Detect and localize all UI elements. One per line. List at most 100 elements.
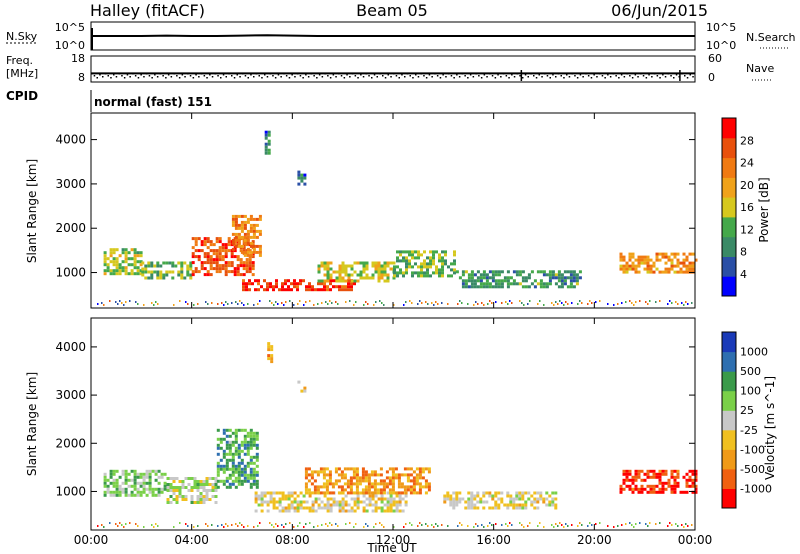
echo-cell xyxy=(103,257,107,261)
echo-cell xyxy=(103,269,107,273)
echo-cell xyxy=(142,487,146,491)
noise-cell xyxy=(563,526,565,528)
echo-cell xyxy=(326,264,330,268)
echo-cell xyxy=(352,473,356,477)
noise-cell xyxy=(481,302,483,304)
echo-cell xyxy=(640,490,644,494)
echo-cell xyxy=(691,264,695,268)
echo-cell xyxy=(115,248,119,252)
echo-cell xyxy=(694,475,698,479)
echo-cell xyxy=(151,490,155,494)
echo-cell xyxy=(380,500,384,504)
echo-cell xyxy=(411,256,414,260)
noise-cell xyxy=(505,301,507,303)
echo-cell xyxy=(347,264,351,268)
echo-cell xyxy=(237,464,241,468)
echo-cell xyxy=(338,506,342,510)
echo-cell xyxy=(364,485,368,489)
echo-cell xyxy=(252,235,256,239)
echo-cell xyxy=(302,506,306,510)
echo-cell xyxy=(246,217,250,221)
echo-cell xyxy=(441,265,444,269)
echo-cell xyxy=(257,279,260,283)
noise-cell xyxy=(353,526,355,528)
noise-cell xyxy=(587,525,589,527)
echo-cell xyxy=(631,261,635,265)
echo-cell xyxy=(249,482,253,486)
echo-cell xyxy=(314,509,318,513)
echo-cell xyxy=(130,493,134,497)
echo-cell xyxy=(658,258,662,262)
noise-cell xyxy=(427,303,429,305)
echo-cell xyxy=(338,267,342,271)
echo-cell xyxy=(356,500,360,504)
noise-cell xyxy=(383,526,385,528)
echo-cell xyxy=(337,485,341,489)
echo-cell xyxy=(467,497,471,501)
noise-cell xyxy=(557,303,559,305)
echo-cell xyxy=(206,240,210,244)
echo-cell xyxy=(637,270,641,274)
echo-cell xyxy=(509,276,513,280)
echo-cell xyxy=(386,491,390,495)
noise-cell xyxy=(157,303,159,305)
noise-cell xyxy=(335,523,337,525)
echo-cell xyxy=(240,229,244,233)
echo-cell xyxy=(396,256,399,260)
echo-cell xyxy=(488,285,492,289)
noise-cell xyxy=(403,304,405,306)
echo-cell xyxy=(634,270,638,274)
echo-cell xyxy=(115,481,119,485)
echo-cell xyxy=(246,232,250,236)
echo-cell xyxy=(255,482,259,486)
echo-cell xyxy=(634,478,638,482)
echo-cell xyxy=(637,264,641,268)
noise-cell xyxy=(381,302,383,304)
echo-cell xyxy=(297,176,301,180)
echo-cell xyxy=(181,486,185,489)
echo-cell xyxy=(242,261,246,265)
nave-point xyxy=(264,74,266,76)
echo-cell xyxy=(379,482,383,486)
colorbar-segment xyxy=(722,177,736,198)
noise-cell xyxy=(523,304,525,306)
echo-cell xyxy=(464,285,468,289)
echo-cell xyxy=(575,273,579,277)
echo-cell xyxy=(578,270,582,274)
echo-cell xyxy=(267,342,271,346)
noise-cell xyxy=(353,304,355,306)
colorbar-segment xyxy=(722,118,736,139)
echo-cell xyxy=(432,259,435,263)
echo-cell xyxy=(658,469,662,473)
echo-cell xyxy=(344,509,348,513)
noise-cell xyxy=(625,301,627,303)
echo-cell xyxy=(169,477,173,480)
echo-cell xyxy=(467,279,471,283)
echo-cell xyxy=(527,276,531,280)
echo-cell xyxy=(400,473,404,477)
echo-cell xyxy=(311,503,315,507)
echo-cell xyxy=(421,485,425,489)
echo-cell xyxy=(467,503,471,507)
nave-point xyxy=(384,77,387,79)
nave-point xyxy=(115,76,118,78)
nave-point xyxy=(631,77,634,79)
echo-cell xyxy=(631,475,635,479)
echo-cell xyxy=(417,253,420,257)
echo-cell xyxy=(509,494,513,498)
echo-cell xyxy=(341,497,345,501)
echo-cell xyxy=(380,494,384,498)
echo-cell xyxy=(417,271,420,275)
noise-cell xyxy=(421,302,423,304)
echo-cell xyxy=(222,482,226,486)
echo-cell xyxy=(112,484,116,488)
echo-cell xyxy=(622,258,626,262)
echo-cell xyxy=(685,258,689,262)
echo-cell xyxy=(272,288,275,292)
echo-cell xyxy=(297,170,301,174)
echo-cell xyxy=(263,500,267,504)
echo-cell xyxy=(482,285,486,289)
echo-cell xyxy=(458,497,462,501)
echo-cell xyxy=(391,482,395,486)
nave-point xyxy=(156,76,159,78)
